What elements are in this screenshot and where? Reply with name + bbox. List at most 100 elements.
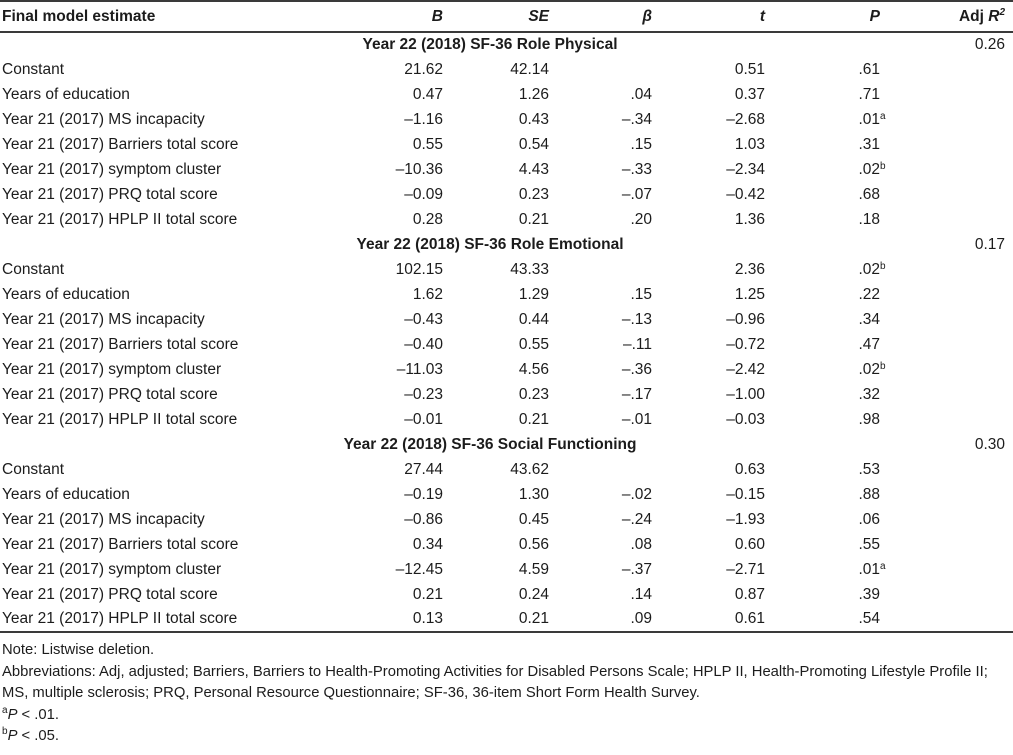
cell-p: .01a	[858, 110, 886, 128]
cell-b: 0.47	[412, 85, 443, 103]
cell-adj-r2	[885, 107, 1013, 132]
cell-t: 1.36	[734, 210, 765, 228]
cell-beta	[560, 457, 663, 482]
section-title: Year 22 (2018) SF-36 Social Functioning	[343, 435, 637, 453]
cell-adj-r2	[885, 257, 1013, 282]
cell-b: –0.23	[404, 385, 443, 403]
cell-p: .32	[858, 385, 880, 403]
cell-t: –2.42	[726, 360, 765, 378]
cell-t: 0.87	[734, 585, 765, 603]
predictor-label: Year 21 (2017) MS incapacity	[2, 110, 205, 128]
note-abbreviations: Abbreviations: Adj, adjusted; Barriers, …	[2, 663, 988, 702]
footnote-b: bP < .05.	[2, 726, 1009, 748]
cell-adj-r2	[885, 382, 1013, 407]
table-row: Year 21 (2017) HPLP II total score 0.13 …	[0, 607, 1013, 632]
predictor-label: Year 21 (2017) PRQ total score	[2, 385, 218, 403]
cell-se: 0.56	[518, 535, 549, 553]
cell-t: 0.61	[734, 610, 765, 627]
predictor-label: Year 21 (2017) symptom cluster	[2, 160, 222, 178]
column-header-p: P	[776, 1, 885, 33]
cell-beta: –.13	[621, 310, 652, 328]
cell-adj-r2	[885, 307, 1013, 332]
cell-p: .88	[858, 485, 880, 503]
cell-t: 0.37	[734, 85, 765, 103]
footnote-b-text: < .05.	[17, 728, 59, 744]
cell-beta: –.37	[621, 560, 652, 578]
predictor-label: Year 21 (2017) HPLP II total score	[2, 610, 238, 627]
cell-beta	[560, 57, 663, 82]
cell-adj-r2	[885, 357, 1013, 382]
cell-se: 1.30	[518, 485, 549, 503]
footnote-b-marker: b	[2, 726, 8, 738]
predictor-label: Year 21 (2017) Barriers total score	[2, 135, 239, 153]
table-row: Constant 21.62 42.14 0.51 .61	[0, 57, 1013, 82]
table-row: Year 21 (2017) Barriers total score 0.34…	[0, 532, 1013, 557]
column-header-adj-r2: Adj R2	[885, 1, 1013, 33]
cell-beta: –.02	[621, 485, 652, 503]
footnote-b-p: P	[7, 728, 18, 744]
cell-p: .02b	[858, 260, 886, 278]
cell-adj-r2	[885, 132, 1013, 157]
cell-t: –2.71	[726, 560, 765, 578]
cell-adj-r2	[885, 82, 1013, 107]
cell-se: 4.43	[518, 160, 549, 178]
table-row: Year 21 (2017) MS incapacity –0.86 0.45 …	[0, 507, 1013, 532]
table-row: Years of education –0.19 1.30 –.02 –0.15…	[0, 482, 1013, 507]
table-row: Year 21 (2017) symptom cluster –10.36 4.…	[0, 157, 1013, 182]
section-title: Year 22 (2018) SF-36 Role Emotional	[356, 235, 624, 253]
cell-adj-r2	[885, 332, 1013, 357]
table-row: Year 21 (2017) HPLP II total score 0.28 …	[0, 207, 1013, 232]
cell-se: 0.23	[518, 385, 549, 403]
cell-adj-r2	[885, 282, 1013, 307]
r-label: R	[988, 8, 1000, 26]
cell-b: –0.43	[404, 310, 443, 328]
cell-t: –1.00	[726, 385, 765, 403]
column-header-t: t	[663, 1, 776, 33]
cell-adj-r2	[885, 482, 1013, 507]
predictor-label: Constant	[2, 260, 65, 278]
cell-beta: .09	[630, 610, 652, 627]
predictor-label: Year 21 (2017) MS incapacity	[2, 310, 205, 328]
cell-t: 1.03	[734, 135, 765, 153]
predictor-label: Years of education	[2, 485, 130, 503]
cell-p: .02b	[858, 360, 886, 378]
predictor-label: Year 21 (2017) PRQ total score	[2, 185, 218, 203]
cell-adj-r2	[885, 607, 1013, 632]
table-row: Years of education 0.47 1.26 .04 0.37 .7…	[0, 82, 1013, 107]
cell-t: 0.63	[734, 460, 765, 478]
table-row: Years of education 1.62 1.29 .15 1.25 .2…	[0, 282, 1013, 307]
cell-t: –2.68	[726, 110, 765, 128]
cell-se: 43.33	[510, 260, 549, 278]
predictor-label: Years of education	[2, 85, 130, 103]
cell-adj-r2	[885, 507, 1013, 532]
cell-adj-r2	[885, 57, 1013, 82]
cell-beta: .04	[630, 85, 652, 103]
table-row: Year 21 (2017) Barriers total score –0.4…	[0, 332, 1013, 357]
cell-b: –0.86	[404, 510, 443, 528]
predictor-label: Constant	[2, 60, 65, 78]
cell-p: .71	[858, 85, 880, 103]
cell-b: –11.03	[396, 360, 443, 378]
cell-adj-r2	[885, 582, 1013, 607]
cell-b: –0.19	[404, 485, 443, 503]
footnote-a-marker: a	[2, 704, 8, 716]
cell-se: 42.14	[510, 60, 549, 78]
note-listwise: Note: Listwise deletion.	[2, 642, 155, 658]
cell-beta: –.01	[621, 410, 652, 428]
cell-se: 4.56	[518, 360, 549, 378]
cell-b: –0.01	[404, 410, 443, 428]
cell-beta: –.07	[621, 185, 652, 203]
cell-p: .39	[858, 585, 880, 603]
cell-p: .54	[858, 610, 880, 627]
column-header-b: B	[375, 1, 455, 33]
r-sup: 2	[999, 6, 1005, 18]
column-header-se: SE	[455, 1, 560, 33]
cell-se: 0.54	[518, 135, 549, 153]
cell-t: –0.42	[726, 185, 765, 203]
cell-p: .22	[858, 285, 880, 303]
cell-adj-r2	[885, 457, 1013, 482]
cell-p: .68	[858, 185, 880, 203]
section-adj-r2-value: 0.30	[974, 435, 1005, 453]
cell-p: .53	[858, 460, 880, 478]
